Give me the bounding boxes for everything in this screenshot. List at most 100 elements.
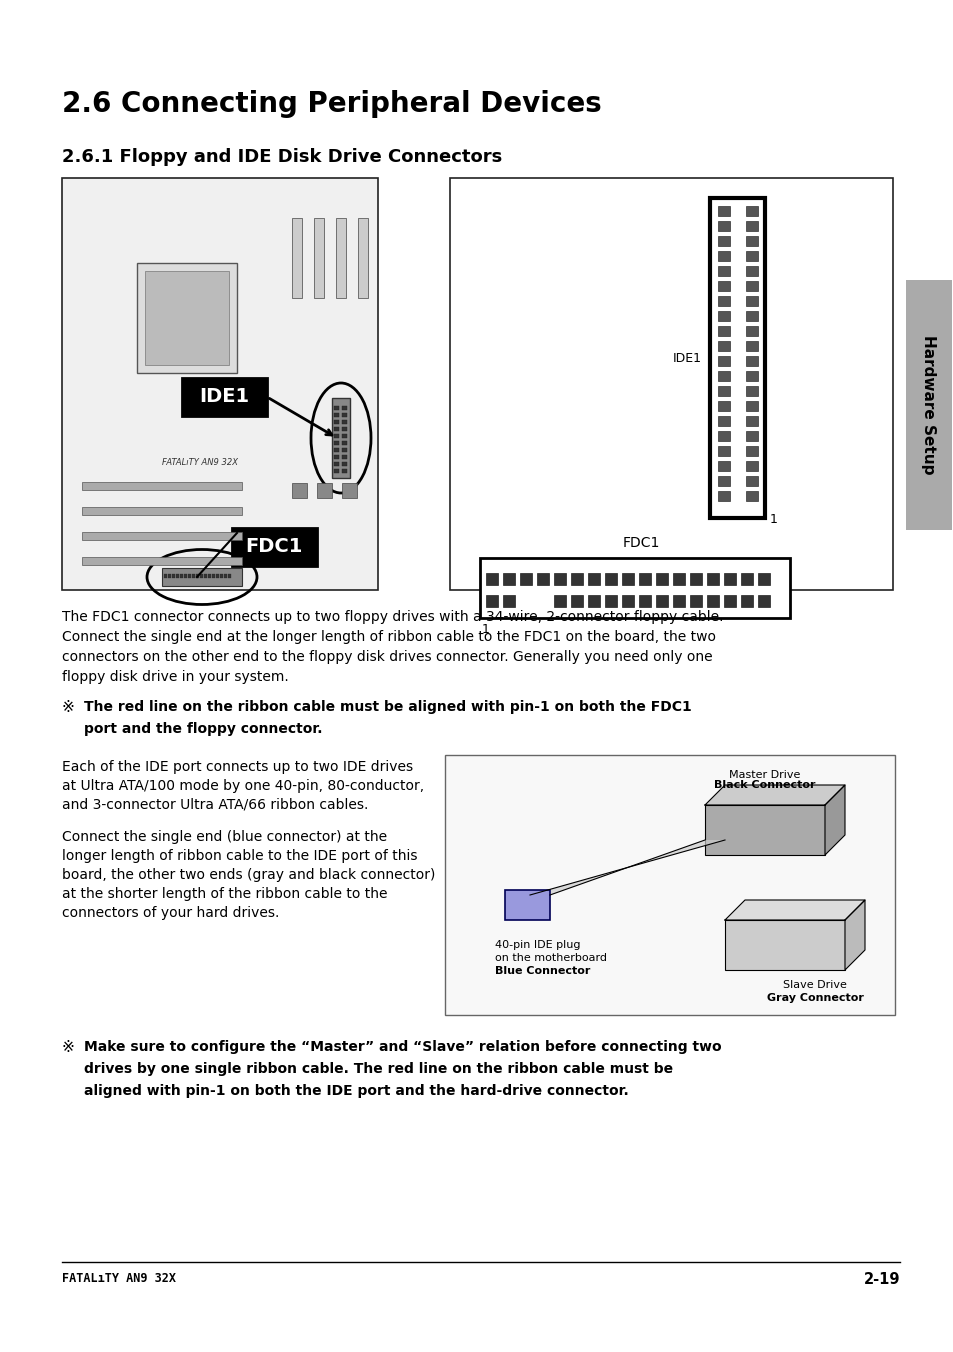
Bar (502, 595, 515, 607)
Bar (341, 483, 356, 498)
Text: ※: ※ (62, 1040, 74, 1055)
Bar (172, 575, 174, 579)
Bar (709, 197, 764, 518)
Bar (745, 491, 758, 502)
Bar (334, 441, 338, 445)
Bar (212, 575, 214, 579)
Text: Master Drive: Master Drive (728, 771, 800, 780)
Bar (745, 237, 758, 246)
Bar (639, 573, 650, 585)
Text: Connect the single end at the longer length of ribbon cable to the FDC1 on the b: Connect the single end at the longer len… (62, 630, 716, 644)
Bar (292, 483, 307, 498)
Bar (621, 573, 634, 585)
Text: The red line on the ribbon cable must be aligned with pin-1 on both the FDC1: The red line on the ribbon cable must be… (84, 700, 691, 714)
Bar (334, 462, 338, 466)
Bar (718, 387, 729, 396)
Text: at Ultra ATA/100 mode by one 40-pin, 80-conductor,: at Ultra ATA/100 mode by one 40-pin, 80-… (62, 779, 424, 794)
Bar (745, 402, 758, 411)
Text: and 3-connector Ultra ATA/66 ribbon cables.: and 3-connector Ultra ATA/66 ribbon cabl… (62, 798, 368, 813)
Polygon shape (724, 900, 864, 919)
Bar (334, 427, 338, 431)
Bar (745, 370, 758, 381)
Bar (745, 326, 758, 337)
Bar (224, 575, 227, 579)
Bar (723, 595, 735, 607)
Text: board, the other two ends (gray and black connector): board, the other two ends (gray and blac… (62, 868, 435, 882)
Bar (341, 469, 347, 473)
Bar (745, 476, 758, 485)
Bar (82, 531, 242, 539)
Bar (334, 420, 338, 425)
Bar (718, 370, 729, 381)
Bar (145, 270, 229, 365)
Bar (656, 573, 667, 585)
Bar (740, 595, 752, 607)
Bar (587, 595, 599, 607)
Bar (718, 431, 729, 441)
Bar (718, 402, 729, 411)
Text: longer length of ribbon cable to the IDE port of this: longer length of ribbon cable to the IDE… (62, 849, 417, 863)
Bar (502, 573, 515, 585)
Bar (82, 483, 242, 489)
Text: FDC1: FDC1 (621, 535, 659, 550)
Bar (316, 483, 332, 498)
Bar (341, 448, 347, 452)
Bar (332, 397, 350, 479)
Bar (82, 557, 242, 565)
Bar (718, 461, 729, 470)
Bar (718, 296, 729, 306)
Bar (745, 387, 758, 396)
Text: 40-pin IDE plug: 40-pin IDE plug (495, 940, 579, 950)
Bar (571, 573, 582, 585)
Bar (341, 412, 347, 416)
Text: Each of the IDE port connects up to two IDE drives: Each of the IDE port connects up to two … (62, 760, 413, 773)
Bar (341, 456, 347, 458)
Bar (334, 406, 338, 410)
Text: at the shorter length of the ribbon cable to the: at the shorter length of the ribbon cabl… (62, 887, 387, 900)
Bar (745, 206, 758, 216)
Text: Gray Connector: Gray Connector (766, 992, 862, 1003)
Bar (706, 595, 719, 607)
Bar (745, 220, 758, 231)
Bar (689, 573, 701, 585)
Bar (571, 595, 582, 607)
Text: 1: 1 (769, 512, 777, 526)
Text: The FDC1 connector connects up to two floppy drives with a 34-wire, 2-connector : The FDC1 connector connects up to two fl… (62, 610, 722, 625)
Bar (195, 575, 199, 579)
Bar (745, 281, 758, 291)
Text: Black Connector: Black Connector (714, 780, 815, 790)
Bar (718, 281, 729, 291)
Bar (745, 251, 758, 261)
Bar (341, 420, 347, 425)
Text: Blue Connector: Blue Connector (495, 965, 590, 976)
Text: FATALıTY AN9 32X: FATALıTY AN9 32X (162, 458, 237, 466)
Bar (314, 218, 324, 297)
Bar (745, 446, 758, 456)
Bar (745, 311, 758, 320)
Bar (485, 573, 497, 585)
Text: floppy disk drive in your system.: floppy disk drive in your system. (62, 671, 289, 684)
Bar (704, 804, 824, 854)
Bar (341, 434, 347, 438)
Polygon shape (824, 786, 844, 854)
Text: 2.6.1 Floppy and IDE Disk Drive Connectors: 2.6.1 Floppy and IDE Disk Drive Connecto… (62, 147, 501, 166)
Bar (334, 456, 338, 458)
Bar (341, 427, 347, 431)
Bar (745, 296, 758, 306)
Bar (192, 575, 194, 579)
Text: 2-19: 2-19 (862, 1272, 899, 1287)
Bar (232, 529, 316, 566)
Bar (718, 341, 729, 352)
Text: IDE1: IDE1 (672, 352, 701, 365)
Polygon shape (844, 900, 864, 969)
Bar (137, 264, 236, 373)
Bar (485, 595, 497, 607)
Bar (718, 326, 729, 337)
Bar (718, 356, 729, 366)
Text: connectors on the other end to the floppy disk drives connector. Generally you n: connectors on the other end to the flopp… (62, 650, 712, 664)
Bar (639, 595, 650, 607)
Text: ※: ※ (62, 700, 74, 715)
Bar (82, 507, 242, 515)
Bar (204, 575, 207, 579)
Text: FDC1: FDC1 (245, 538, 302, 557)
